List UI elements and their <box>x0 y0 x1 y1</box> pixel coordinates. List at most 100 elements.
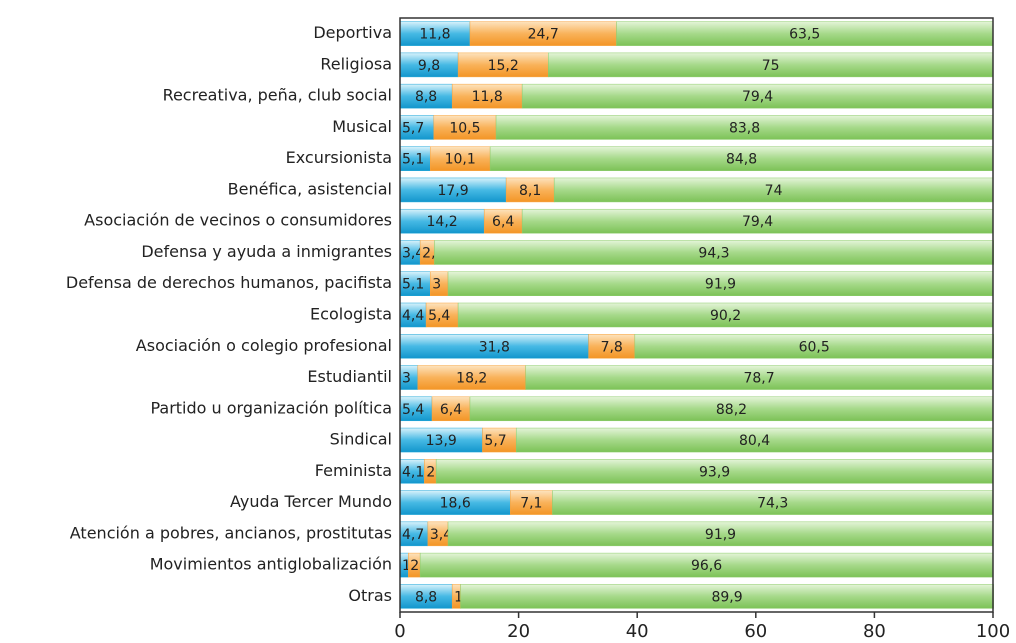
y-tick-label: Otras <box>348 586 392 605</box>
value-label: 7,8 <box>601 339 623 355</box>
value-label: 5,1 <box>402 152 424 168</box>
value-label: 10,1 <box>445 152 476 168</box>
value-label: 24,7 <box>528 27 559 43</box>
bar-segment <box>510 490 553 515</box>
value-label: 8,1 <box>519 183 541 199</box>
value-label: 89,9 <box>711 589 742 605</box>
value-label: 7,1 <box>520 496 542 512</box>
x-tick-label: 60 <box>744 621 767 642</box>
bar-segment <box>553 177 994 203</box>
value-label: 15,2 <box>488 58 519 74</box>
value-label: 5,7 <box>484 433 506 449</box>
bar-segment <box>505 177 555 203</box>
value-label: 88,2 <box>716 402 747 418</box>
bar-segment <box>515 427 994 453</box>
bar-segment <box>399 490 511 515</box>
value-label: 4,7 <box>402 527 424 543</box>
bar-segment <box>634 334 994 359</box>
y-tick-label: Partido u organización política <box>150 398 392 417</box>
bar-segment <box>419 552 994 578</box>
value-label: 6,4 <box>440 402 462 418</box>
value-label: 18,2 <box>456 371 487 387</box>
y-tick-label: Estudiantil <box>307 367 392 386</box>
value-label: 11,8 <box>419 27 450 43</box>
y-tick-label: Benéfica, asistencial <box>228 179 392 198</box>
bar-segment <box>469 21 617 46</box>
bar-segment <box>489 146 994 171</box>
value-label: 17,9 <box>437 183 468 199</box>
value-label: 74,3 <box>757 496 788 512</box>
value-label: 79,4 <box>742 89 773 105</box>
bar-segment <box>460 584 994 609</box>
value-label: 83,8 <box>729 120 760 136</box>
value-label: 3 <box>402 371 411 387</box>
value-label: 10,5 <box>449 120 480 136</box>
value-label: 74 <box>765 183 783 199</box>
value-label: 3 <box>432 277 441 293</box>
value-label: 13,9 <box>426 433 457 449</box>
bar-segment <box>447 271 994 296</box>
bar-segment <box>616 21 994 46</box>
value-label: 96,6 <box>691 558 722 574</box>
bar-segment <box>399 521 429 547</box>
y-tick-label: Feminista <box>315 461 392 480</box>
x-tick-label: 20 <box>507 621 530 642</box>
x-tick-label: 100 <box>976 621 1010 642</box>
value-label: 5,1 <box>402 277 424 293</box>
bar-segment <box>399 115 435 140</box>
bar-segment <box>399 427 483 453</box>
value-label: 2 <box>426 464 435 480</box>
x-tick-label: 80 <box>863 621 886 642</box>
value-label: 90,2 <box>710 308 741 324</box>
value-label: 63,5 <box>789 27 820 43</box>
bar-segment <box>588 334 636 359</box>
value-label: 60,5 <box>799 339 830 355</box>
y-tick-label: Asociación de vecinos o consumidores <box>84 211 392 230</box>
bar-segment <box>435 459 994 484</box>
value-label: 31,8 <box>479 339 510 355</box>
value-label: 4,4 <box>402 308 424 324</box>
value-label: 93,9 <box>699 464 730 480</box>
bar-segment <box>399 271 431 296</box>
y-tick-label: Asociación o colegio profesional <box>136 336 392 355</box>
value-label: 6,4 <box>492 214 514 230</box>
y-tick-label: Deportiva <box>313 23 392 42</box>
value-label: 91,9 <box>705 527 736 543</box>
plot-frame <box>399 17 994 613</box>
y-tick-label: Sindical <box>330 430 392 449</box>
value-label: 5,4 <box>402 402 424 418</box>
bar-segment <box>451 83 523 109</box>
value-label: 18,6 <box>440 496 471 512</box>
value-label: 11,8 <box>472 89 503 105</box>
bar-segment <box>521 83 994 109</box>
bar-segment <box>399 584 453 609</box>
value-label: 91,9 <box>705 277 736 293</box>
bar-segment <box>483 208 523 234</box>
value-label: 75 <box>762 58 780 74</box>
value-label: 84,8 <box>726 152 757 168</box>
value-label: 2 <box>410 558 419 574</box>
y-tick-label: Defensa de derechos humanos, pacifista <box>66 273 392 292</box>
y-tick-label: Excursionista <box>286 148 392 167</box>
value-label: 5,7 <box>402 120 424 136</box>
y-tick-label: Recreativa, peña, club social <box>163 86 392 105</box>
value-label: 94,3 <box>698 245 729 261</box>
bar-segment <box>429 146 491 171</box>
bar-segment <box>399 52 459 78</box>
x-tick-label: 0 <box>394 621 405 642</box>
bar-segment <box>417 365 526 390</box>
bar-segment <box>548 52 994 78</box>
value-label: 79,4 <box>742 214 773 230</box>
x-tick-label: 40 <box>626 621 649 642</box>
bar-segment <box>521 208 994 234</box>
bar-segment <box>457 52 549 78</box>
bar-segment <box>495 115 994 140</box>
value-label: 80,4 <box>739 433 770 449</box>
y-tick-label: Musical <box>332 117 392 136</box>
value-label: 14,2 <box>427 214 458 230</box>
y-tick-label: Movimientos antiglobalización <box>150 555 392 574</box>
value-label: 78,7 <box>743 371 774 387</box>
bar-segment <box>434 240 994 265</box>
bar-segment <box>399 396 433 422</box>
